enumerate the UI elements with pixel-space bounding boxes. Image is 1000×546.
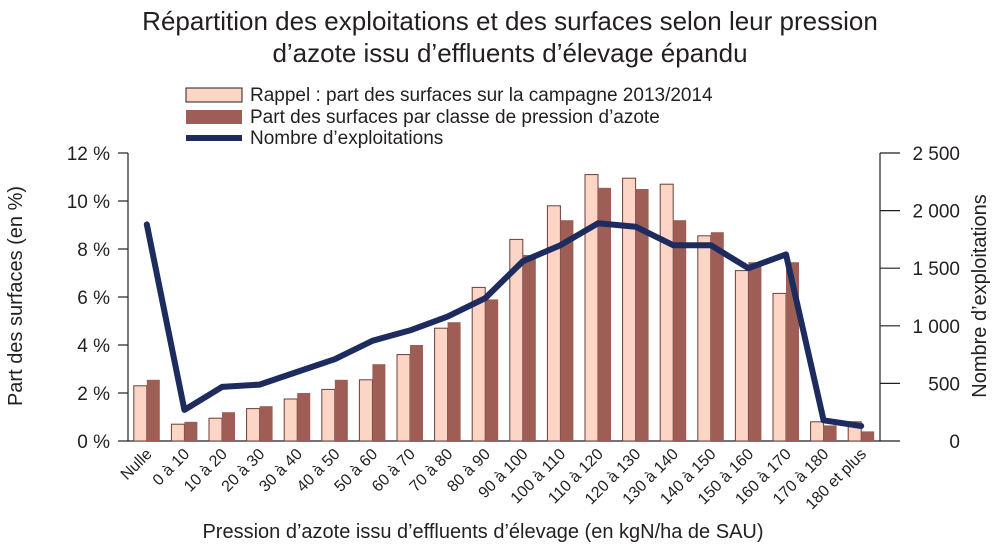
axes: 0 % 2 % 4 % 6 % 8 % 10 % 12 % 0 500 1 000 1 500 2 0… <box>67 144 960 453</box>
y-axis-label-right: Nombre d’exploitations <box>969 194 991 397</box>
bars <box>133 174 875 442</box>
y-tick-label-left: 8 % <box>77 240 110 261</box>
bar-part-1 <box>184 421 198 441</box>
x-axis-label: Pression d’azote issu d’effluents d’élev… <box>202 521 763 543</box>
chart-title-line-1: Répartition des exploitations et des sur… <box>142 6 878 36</box>
legend-label-exploitations: Nombre d’exploitations <box>250 128 443 149</box>
bar-part-0 <box>146 379 160 441</box>
bar-rappel-18 <box>810 421 825 442</box>
bar-part-11 <box>560 220 574 441</box>
line-exploitations <box>143 220 865 429</box>
y-tick-label-right: 500 <box>928 374 960 395</box>
y-tick-label-left: 2 % <box>77 384 110 405</box>
bar-part-16 <box>748 262 762 441</box>
legend-label-part: Part des surfaces par classe de pression… <box>250 107 660 128</box>
bar-rappel-1 <box>170 423 185 442</box>
bar-part-3 <box>259 406 273 441</box>
bar-rappel-12 <box>584 174 599 442</box>
bar-rappel-0 <box>133 385 148 442</box>
legend-label-rappel: Rappel : part des surfaces sur la campag… <box>250 85 713 106</box>
legend: Rappel : part des surfaces sur la campag… <box>185 85 713 149</box>
y-tick-label-left: 6 % <box>77 288 110 309</box>
y-tick-label-left: 12 % <box>67 144 110 165</box>
bar-part-9 <box>485 299 499 441</box>
bar-part-10 <box>522 255 536 441</box>
bar-rappel-2 <box>208 417 223 442</box>
bar-part-19 <box>861 431 875 441</box>
bar-part-13 <box>635 189 649 441</box>
y-tick-label-left: 10 % <box>67 192 110 213</box>
y-tick-label-right: 1 000 <box>912 317 960 338</box>
bar-rappel-3 <box>246 408 261 442</box>
y-tick-label-left: 4 % <box>77 336 110 357</box>
bar-rappel-11 <box>546 205 561 442</box>
y-tick-label-right: 2 000 <box>912 202 960 223</box>
bar-part-14 <box>673 220 687 441</box>
bar-rappel-17 <box>772 292 787 442</box>
bar-part-15 <box>710 232 724 441</box>
bar-part-6 <box>372 364 386 441</box>
bar-rappel-9 <box>471 286 486 442</box>
y-tick-label-right: 2 500 <box>912 144 960 165</box>
bar-part-2 <box>222 412 235 441</box>
y-tick-label-right: 1 500 <box>912 259 960 280</box>
chart-title-line-2: d’azote issu d’effluents d’élevage épand… <box>272 38 747 68</box>
y-tick-label-left: 0 % <box>77 432 110 453</box>
bar-part-12 <box>598 187 611 441</box>
bar-rappel-5 <box>321 388 336 442</box>
bar-rappel-16 <box>734 270 749 442</box>
y-axis-label-left: Part des surfaces (en %) <box>5 186 27 406</box>
bar-rappel-15 <box>697 235 712 442</box>
bar-part-8 <box>447 322 461 441</box>
bar-part-7 <box>410 345 423 441</box>
bar-part-18 <box>823 425 837 441</box>
bar-rappel-13 <box>622 177 637 442</box>
line-series <box>143 220 865 429</box>
bar-rappel-4 <box>283 398 298 442</box>
bar-rappel-7 <box>396 354 411 442</box>
bar-rappel-6 <box>358 379 373 442</box>
bar-rappel-14 <box>659 183 674 442</box>
legend-swatch-part <box>186 110 242 124</box>
bar-part-5 <box>334 379 348 441</box>
legend-swatch-rappel <box>185 87 243 103</box>
y-tick-label-right: 0 <box>949 432 960 453</box>
bar-part-4 <box>297 393 311 441</box>
bar-rappel-8 <box>434 327 449 442</box>
